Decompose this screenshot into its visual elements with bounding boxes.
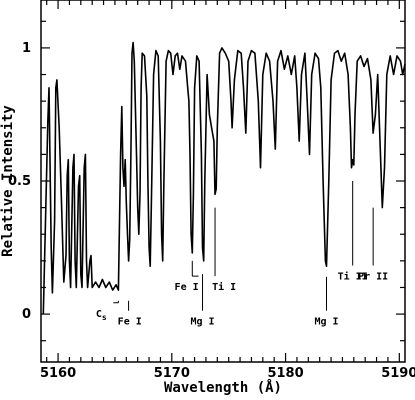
annotation-ti2: Ti II <box>338 181 368 282</box>
annotation-label: Mg I <box>190 317 214 328</box>
x-tick-label: 5180 <box>267 366 303 381</box>
annotation-fe1-a: Fe I <box>118 300 142 328</box>
y-tick-label: 0.5 <box>8 174 31 189</box>
annotation-label: Ti II <box>338 270 368 282</box>
annotation-label: Ti I <box>212 281 236 293</box>
y-axis-ticks: 00.51 <box>8 20 405 342</box>
x-tick-label: 5170 <box>154 366 190 381</box>
annotation-label: Cs <box>96 309 107 322</box>
x-axis-ticks: 5160 5170 5180 5190 <box>40 0 415 381</box>
spectrum-line <box>42 41 406 315</box>
annotation-mg1-a: Mg I <box>190 274 215 328</box>
x-axis-title: Wavelength (Å) <box>164 379 282 396</box>
y-tick-label: 0 <box>22 307 31 322</box>
x-tick-label: 5190 <box>381 366 415 381</box>
annotation-ti1: Ti I <box>212 207 236 293</box>
annotation-label: Mg I <box>314 317 338 328</box>
annotation-pr2: Pr II <box>358 207 388 282</box>
annotation-label: Fe I <box>118 317 142 328</box>
y-axis-title: Relative Intensity <box>0 105 16 257</box>
annotation-cs: Cs <box>96 300 119 322</box>
y-tick-label: 1 <box>22 41 31 56</box>
annotation-fe1-b: Fe I <box>175 260 199 293</box>
annotation-mg1-b: Mg I <box>314 276 339 328</box>
annotation-label: Pr II <box>358 271 388 282</box>
annotation-label: Fe I <box>175 282 199 293</box>
x-tick-label: 5160 <box>40 366 76 381</box>
plot-frame <box>40 0 406 363</box>
